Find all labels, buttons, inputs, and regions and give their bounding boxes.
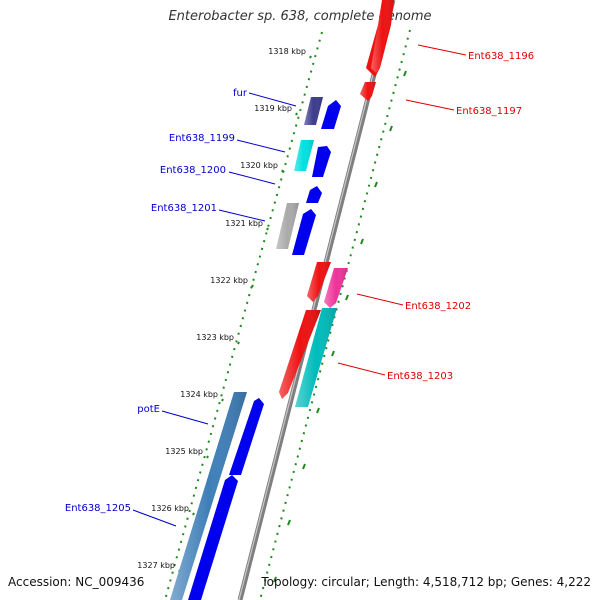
gene-label-left[interactable]: Ent638_1200	[160, 165, 226, 176]
ruler-tick-mark	[295, 112, 298, 116]
label-leader-line	[248, 92, 297, 107]
ruler-tick-mark	[331, 350, 335, 357]
gene-Ent638_1196[interactable]	[366, 0, 394, 77]
label-leader-line	[337, 362, 386, 376]
ruler-tick-mark	[309, 55, 312, 59]
ruler-tick-label: 1322 kbp	[210, 276, 248, 285]
gene-Ent638_1203[interactable]	[295, 308, 337, 407]
gene-Ent638_1202[interactable]	[324, 268, 348, 308]
gene-fur-forward[interactable]	[321, 100, 341, 129]
ruler-tick-mark	[266, 227, 269, 231]
label-leader-line	[405, 99, 455, 111]
ruler-tick-label: 1320 kbp	[240, 161, 278, 170]
label-leader-line	[417, 44, 467, 56]
ruler-tick-mark	[192, 512, 195, 516]
ruler-tick-mark	[273, 576, 277, 583]
ruler-tick-label: 1319 kbp	[254, 104, 292, 113]
gene-label-left[interactable]: Ent638_1205	[65, 503, 131, 514]
gene-Ent638_1202-a[interactable]	[307, 262, 331, 302]
gene-labels: fur Ent638_1199 Ent638_1200 Ent638_1201 potE…	[65, 44, 534, 527]
gene-Ent638_1199-forward[interactable]	[312, 146, 331, 177]
ruler-tick-mark	[221, 398, 224, 402]
ruler-tick-mark	[345, 294, 349, 301]
gene-potE-forward[interactable]	[229, 398, 264, 475]
ruler-tick-mark	[403, 70, 407, 77]
label-leader-line	[356, 293, 404, 306]
gene-fur[interactable]	[304, 97, 323, 125]
ruler-tick-mark	[206, 455, 209, 459]
ruler-tick-label: 1324 kbp	[180, 390, 218, 399]
ruler-tick-label: 1323 kbp	[196, 333, 234, 342]
ruler-tick-label: 1318 kbp	[268, 47, 306, 56]
ruler-tick-mark	[316, 407, 320, 414]
label-leader-line	[236, 139, 286, 153]
ruler-tick-mark	[302, 463, 306, 470]
gene-label-right[interactable]: Ent638_1196	[468, 51, 534, 62]
gene-Ent638_1202-b[interactable]	[279, 310, 321, 399]
label-leader-line	[161, 410, 209, 425]
map-title: Enterobacter sp. 638, complete genome	[168, 9, 432, 24]
ruler-ticks: 1318 kbp 1319 kbp 1320 kbp 1321 kbp 1322 kbp…	[137, 47, 407, 583]
gene-label-left[interactable]: Ent638_1199	[169, 133, 235, 144]
gene-potE[interactable]	[170, 392, 247, 600]
gene-label-right[interactable]: Ent638_1202	[405, 301, 471, 312]
label-leader-line	[218, 209, 266, 222]
ruler-tick-label: 1325 kbp	[165, 447, 203, 456]
label-leader-line	[132, 509, 177, 527]
gene-label-right[interactable]: Ent638_1203	[387, 371, 453, 382]
accession-text: Accession: NC_009436	[8, 575, 145, 589]
gene-Ent638_1199[interactable]	[294, 140, 314, 171]
ruler-tick-mark	[360, 238, 364, 245]
ruler-tick-mark	[389, 125, 393, 132]
topology-summary: Topology: circular; Length: 4,518,712 bp…	[261, 575, 591, 589]
gene-label-left[interactable]: potE	[137, 404, 160, 415]
ruler-tick-mark	[287, 519, 291, 526]
gene-Ent638_1200[interactable]	[306, 186, 322, 203]
gene-Ent638_1197[interactable]	[360, 82, 376, 101]
ruler-tick-label: 1321 kbp	[225, 219, 263, 228]
gene-Ent638_1201-forward[interactable]	[292, 209, 316, 255]
gene-label-right[interactable]: Ent638_1197	[456, 106, 522, 117]
gene-label-left[interactable]: Ent638_1201	[151, 203, 217, 214]
gene-Ent638_1205[interactable]	[188, 475, 238, 600]
label-leader-line	[228, 171, 276, 185]
gene-label-left[interactable]: fur	[233, 88, 248, 99]
ruler-tick-label: 1327 kbp	[137, 561, 175, 570]
gene-Ent638_1201[interactable]	[276, 203, 299, 249]
ruler-tick-mark	[281, 169, 284, 173]
ruler-tick-mark	[374, 181, 378, 188]
ruler-tick-label: 1326 kbp	[151, 504, 189, 513]
ruler-tick-mark	[237, 341, 240, 345]
ruler-tick-mark	[251, 284, 254, 288]
